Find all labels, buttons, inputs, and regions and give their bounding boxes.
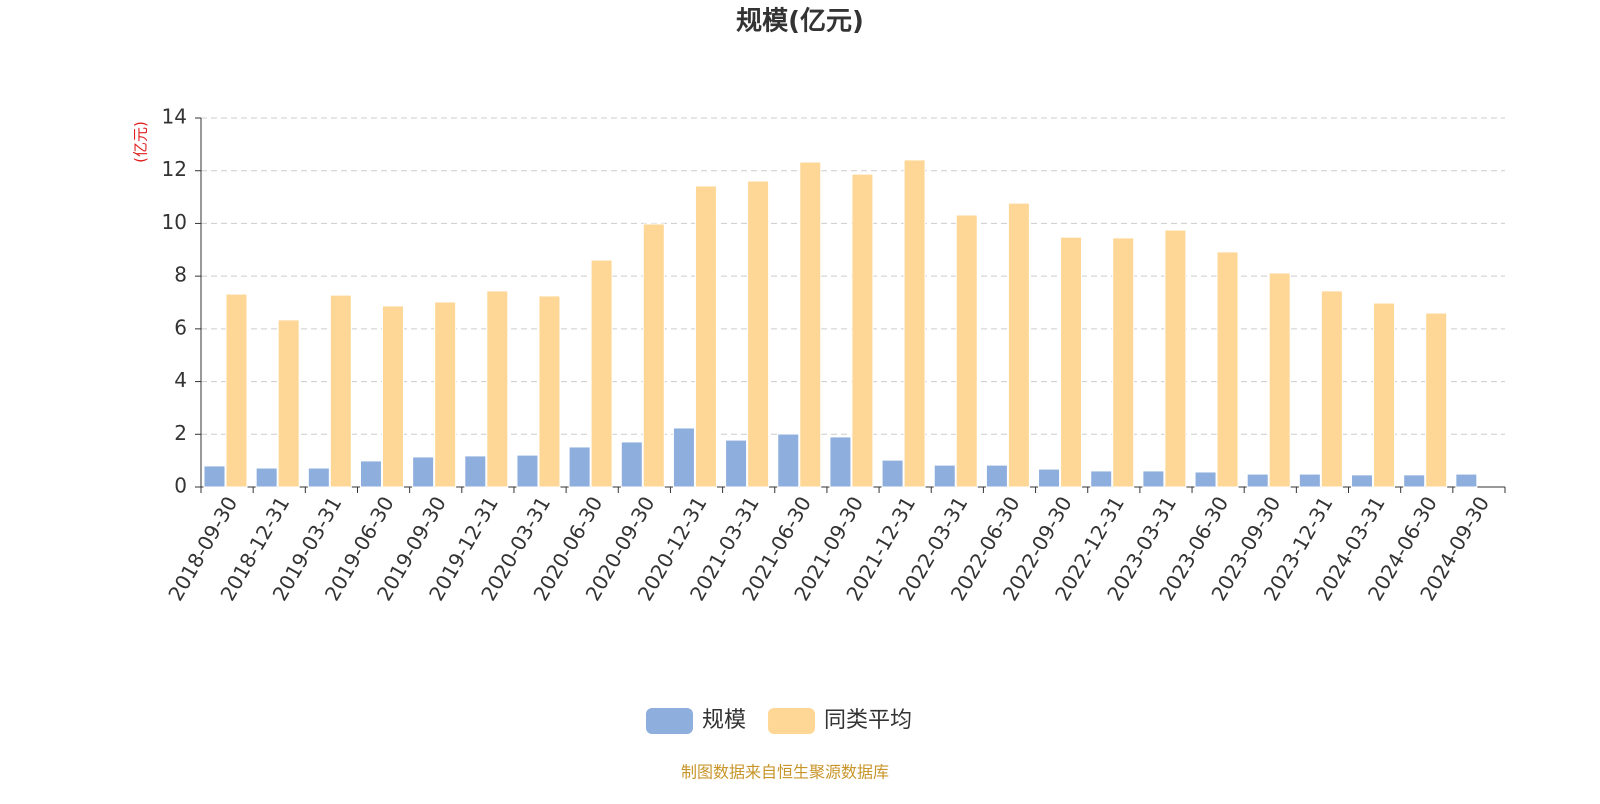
bar bbox=[694, 185, 717, 488]
bar bbox=[1373, 302, 1396, 488]
bar bbox=[277, 319, 300, 488]
legend-swatch bbox=[768, 708, 816, 734]
bar bbox=[620, 441, 643, 488]
legend-swatch bbox=[646, 708, 693, 734]
bar bbox=[359, 460, 382, 488]
bar bbox=[933, 464, 956, 488]
bar bbox=[881, 459, 904, 488]
bar bbox=[725, 439, 748, 488]
bar bbox=[1455, 473, 1478, 488]
bar bbox=[590, 259, 613, 488]
bar bbox=[1060, 236, 1083, 488]
bar bbox=[1164, 229, 1187, 488]
bar bbox=[464, 455, 487, 488]
bar bbox=[329, 294, 352, 488]
y-tick-label: 12 bbox=[162, 157, 187, 181]
bar bbox=[1216, 251, 1239, 488]
bar bbox=[829, 436, 852, 488]
bar bbox=[1142, 470, 1165, 488]
bar bbox=[1038, 468, 1061, 488]
bar bbox=[851, 173, 874, 488]
bar bbox=[381, 305, 404, 488]
bar bbox=[903, 159, 926, 488]
bar bbox=[412, 456, 435, 488]
bar bbox=[642, 223, 665, 488]
bar bbox=[486, 290, 509, 488]
y-axis-label: (亿元) bbox=[132, 121, 150, 163]
bar bbox=[516, 454, 539, 488]
bar bbox=[747, 180, 770, 488]
y-tick-label: 2 bbox=[174, 421, 187, 445]
bar bbox=[1246, 473, 1269, 488]
y-tick-label: 4 bbox=[174, 368, 187, 392]
bar bbox=[955, 214, 978, 488]
bar bbox=[1090, 470, 1113, 488]
y-tick-label: 0 bbox=[174, 474, 187, 498]
bar bbox=[434, 301, 457, 488]
bar bbox=[225, 293, 248, 488]
bar bbox=[307, 467, 330, 488]
bar bbox=[1320, 290, 1343, 488]
bar bbox=[1425, 312, 1448, 488]
bar bbox=[1268, 272, 1291, 488]
y-tick-label: 8 bbox=[174, 263, 187, 287]
source-note: 制图数据来自恒生聚源数据库 bbox=[681, 763, 889, 782]
legend-label: 同类平均 bbox=[824, 708, 912, 733]
y-tick-label: 14 bbox=[162, 105, 187, 129]
bar bbox=[799, 161, 822, 488]
bar bbox=[1194, 471, 1217, 488]
y-tick-label: 6 bbox=[174, 315, 187, 339]
bar bbox=[1298, 473, 1321, 488]
bar bbox=[1351, 474, 1374, 488]
bar bbox=[1112, 237, 1135, 488]
bar bbox=[985, 464, 1008, 488]
bar bbox=[538, 295, 561, 488]
bar bbox=[1403, 474, 1426, 488]
bar bbox=[203, 465, 226, 488]
bar bbox=[568, 446, 591, 488]
y-tick-label: 10 bbox=[162, 210, 187, 234]
legend-label: 规模 bbox=[702, 708, 746, 733]
bar bbox=[1007, 202, 1030, 488]
bar bbox=[777, 433, 800, 488]
chart-title: 规模(亿元) bbox=[736, 7, 864, 37]
bar bbox=[672, 427, 695, 488]
bar bbox=[255, 467, 278, 488]
